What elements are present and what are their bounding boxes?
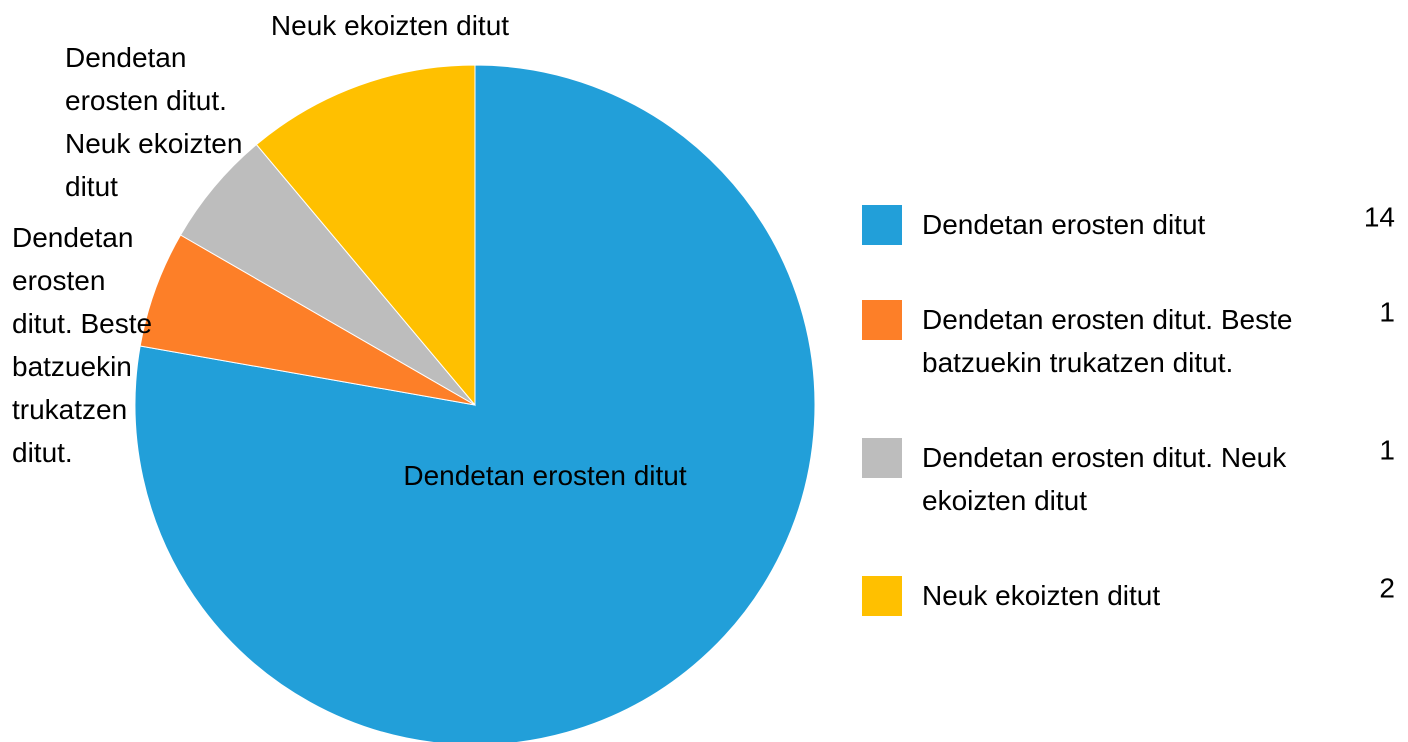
legend-value: 1	[1379, 296, 1395, 327]
slice-label: Dendetan erosten ditut. Beste batzuekin truk…	[12, 222, 152, 468]
slice-label: Neuk ekoizten ditut	[271, 10, 509, 41]
slice-label: Dendetan erosten ditut	[403, 460, 687, 491]
pie-slice	[255, 64, 476, 407]
legend-swatch	[862, 205, 902, 245]
legend-swatch	[862, 576, 902, 616]
legend-swatch	[862, 438, 902, 478]
legend-swatch	[862, 300, 902, 340]
legend-label: Dendetan erosten ditut	[922, 209, 1206, 240]
legend-value: 2	[1379, 572, 1395, 603]
legend-value: 14	[1364, 201, 1395, 232]
slice-label: Dendetan erosten ditut. Neuk ekoizten ditut	[65, 42, 242, 202]
legend-label: Dendetan erosten ditut. Neuk ekoizten dit…	[922, 442, 1287, 516]
legend-label: Dendetan erosten ditut. Beste batzuekin t…	[922, 304, 1292, 378]
legend-label: Neuk ekoizten ditut	[922, 580, 1160, 611]
legend-value: 1	[1379, 434, 1395, 465]
